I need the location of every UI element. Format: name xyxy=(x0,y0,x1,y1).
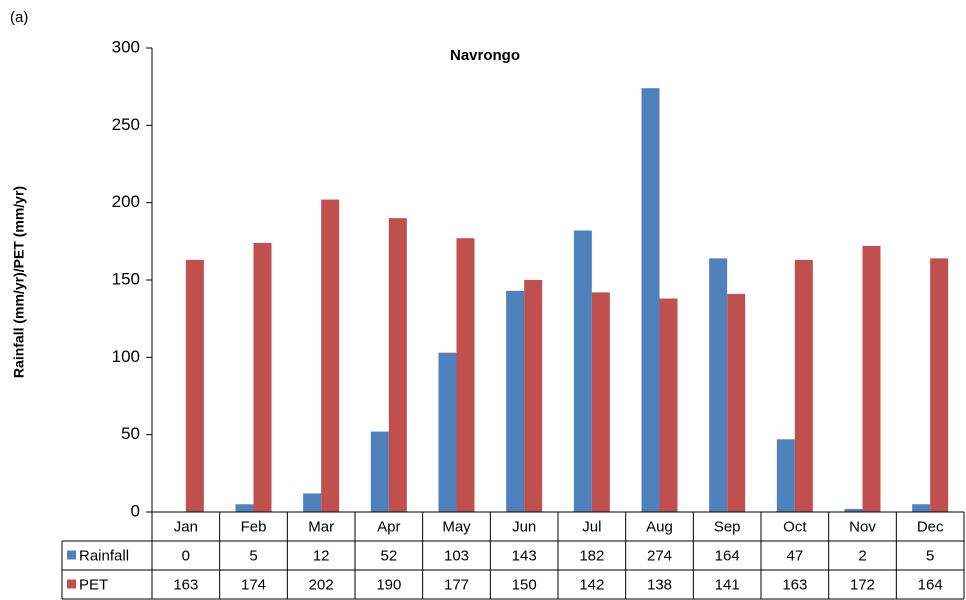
table-value: 52 xyxy=(380,547,397,564)
table-value: 177 xyxy=(444,576,469,593)
bar xyxy=(321,199,340,512)
table-value: 274 xyxy=(647,547,672,564)
y-tick-label: 150 xyxy=(112,269,140,288)
table-value: 2 xyxy=(858,547,866,564)
table-value: 182 xyxy=(579,547,604,564)
bar xyxy=(456,238,475,513)
table-value: 12 xyxy=(313,547,330,564)
x-tick-label: Jan xyxy=(174,518,198,535)
panel-label: (a) xyxy=(10,9,28,26)
x-tick-label: May xyxy=(442,518,471,535)
x-tick-label: Dec xyxy=(917,518,944,535)
bar xyxy=(506,290,525,512)
y-tick-label: 100 xyxy=(112,347,140,366)
y-tick-label: 250 xyxy=(112,115,140,134)
table-value: 142 xyxy=(579,576,604,593)
y-axis-label: Rainfall (mm/yr)/PET (mm/yr) xyxy=(11,186,27,378)
x-tick-label: Apr xyxy=(377,518,400,535)
bar xyxy=(727,293,746,512)
table-value: 163 xyxy=(173,576,198,593)
bar xyxy=(912,504,931,512)
table-value: 150 xyxy=(512,576,537,593)
y-tick-label: 0 xyxy=(131,501,140,520)
table-value: 143 xyxy=(512,547,537,564)
table-value: 202 xyxy=(309,576,334,593)
bar xyxy=(524,280,543,512)
table-value: 141 xyxy=(715,576,740,593)
table-value: 0 xyxy=(182,547,190,564)
table-value: 5 xyxy=(926,547,934,564)
table-value: 47 xyxy=(786,547,803,564)
bar xyxy=(862,245,881,512)
bar xyxy=(573,230,592,513)
x-tick-label: Jul xyxy=(582,518,601,535)
y-tick-label: 50 xyxy=(121,424,140,443)
bar xyxy=(591,292,610,512)
x-tick-label: Aug xyxy=(646,518,673,535)
table-value: 138 xyxy=(647,576,672,593)
bar xyxy=(253,242,272,512)
bar xyxy=(659,298,678,512)
bar xyxy=(641,88,660,513)
legend-label: PET xyxy=(79,576,108,593)
x-tick-label: Sep xyxy=(714,518,741,535)
legend-label: Rainfall xyxy=(79,547,129,564)
bar xyxy=(438,352,457,512)
table-value: 103 xyxy=(444,547,469,564)
x-tick-label: Nov xyxy=(849,518,876,535)
x-tick-label: Jun xyxy=(512,518,536,535)
legend-swatch xyxy=(67,579,76,589)
table-value: 5 xyxy=(249,547,257,564)
bar xyxy=(303,493,322,512)
table-value: 174 xyxy=(241,576,266,593)
table-value: 163 xyxy=(782,576,807,593)
bar xyxy=(235,504,254,512)
y-tick-label: 200 xyxy=(112,192,140,211)
bar xyxy=(709,258,728,512)
bar xyxy=(776,439,795,512)
table-value: 164 xyxy=(918,576,943,593)
table-value: 164 xyxy=(715,547,740,564)
x-tick-label: Oct xyxy=(783,518,807,535)
bar xyxy=(370,431,389,512)
legend-swatch xyxy=(67,550,76,560)
bar xyxy=(844,508,863,512)
y-tick-label: 300 xyxy=(112,37,140,56)
x-tick-label: Feb xyxy=(241,518,267,535)
bar xyxy=(930,258,949,512)
bar xyxy=(388,218,407,512)
x-tick-label: Mar xyxy=(308,518,334,535)
chart-title: Navrongo xyxy=(450,47,520,64)
bar xyxy=(794,259,813,512)
bar xyxy=(185,259,204,512)
table-value: 190 xyxy=(376,576,401,593)
table-value: 172 xyxy=(850,576,875,593)
